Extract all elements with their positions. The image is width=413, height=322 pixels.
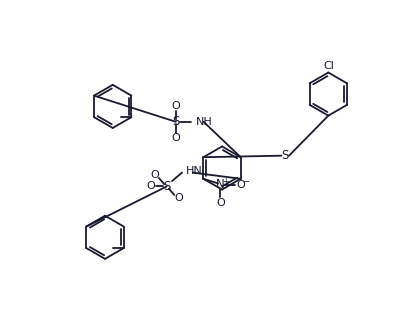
Text: S: S — [282, 149, 289, 162]
Text: O: O — [150, 170, 159, 180]
Text: O: O — [237, 180, 245, 190]
Text: O: O — [216, 198, 225, 208]
Text: +: + — [222, 177, 229, 186]
Text: −: − — [242, 177, 249, 186]
Text: Cl: Cl — [323, 61, 334, 71]
Text: O: O — [171, 133, 180, 143]
Text: S: S — [172, 115, 180, 128]
Text: O: O — [171, 101, 180, 111]
Text: O: O — [146, 182, 155, 192]
Text: NH: NH — [196, 117, 213, 127]
Text: O: O — [175, 193, 183, 203]
Text: S: S — [163, 180, 170, 193]
Text: HN: HN — [186, 166, 203, 176]
Text: N: N — [216, 178, 225, 192]
